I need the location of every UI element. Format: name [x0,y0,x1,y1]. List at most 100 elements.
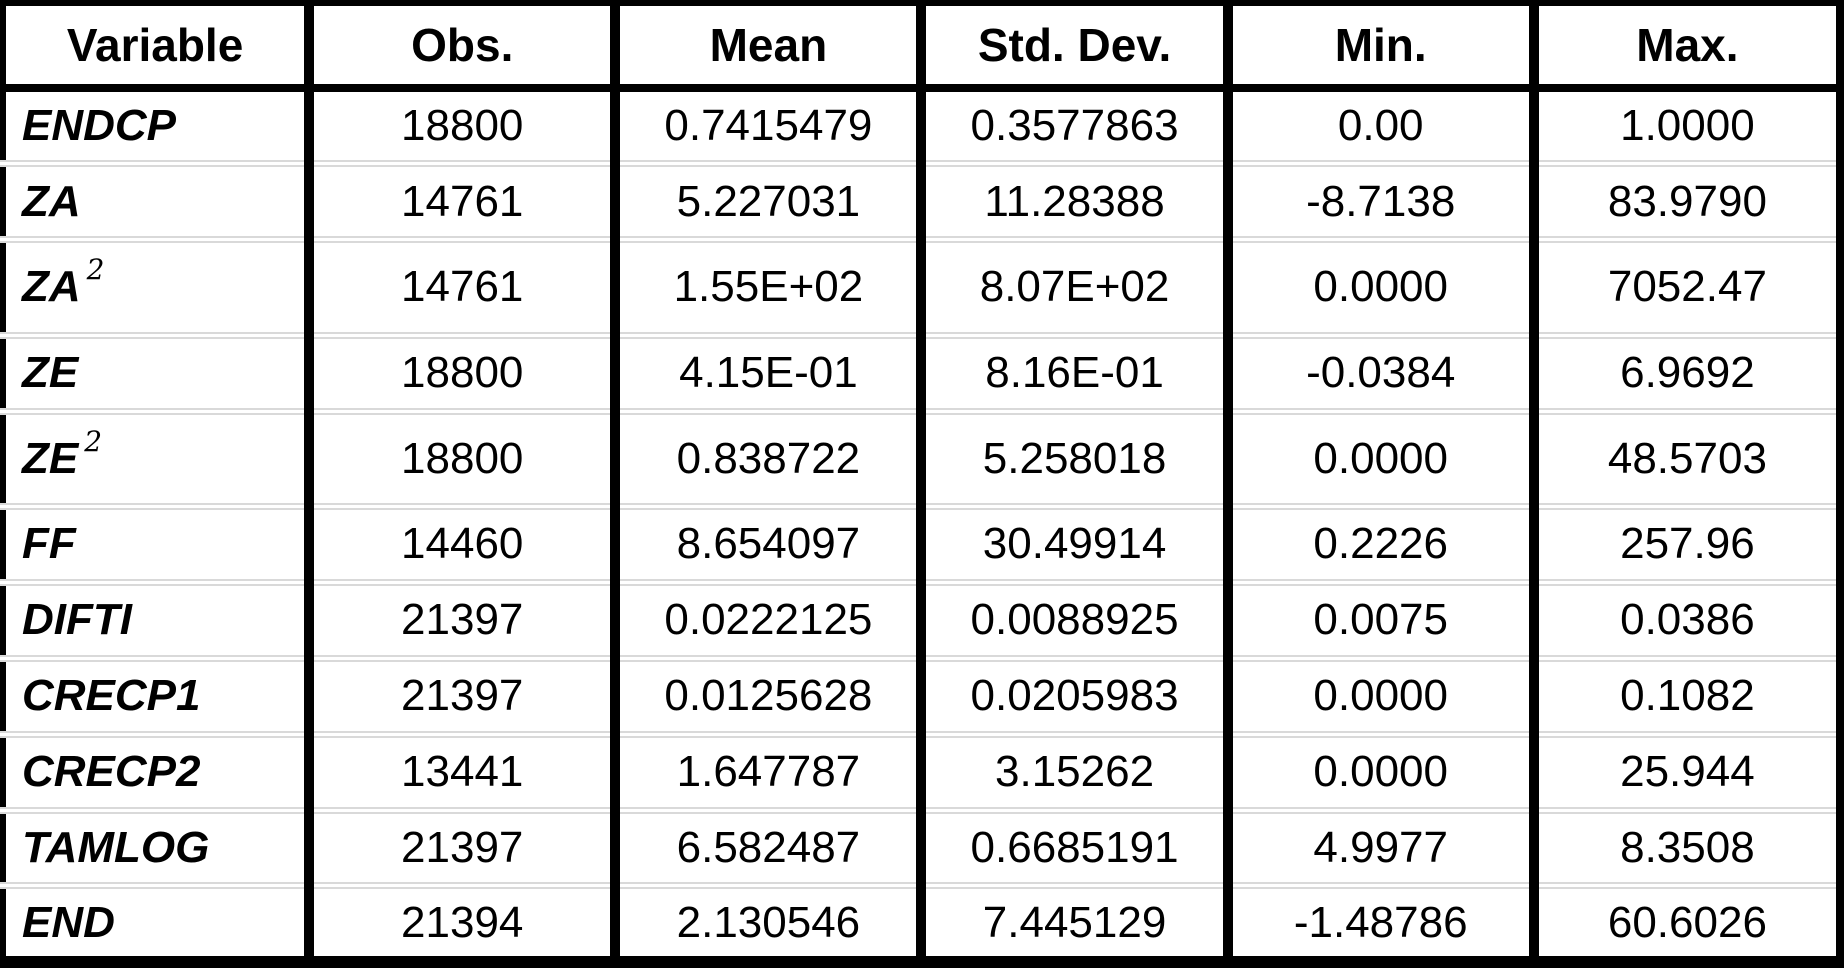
cell-std-dev: 5.258018 [916,407,1228,507]
table-row: ZE 2 18800 0.838722 5.258018 0.0000 48.57… [3,407,1840,507]
cell-mean: 0.838722 [610,407,922,507]
cell-min: 0.00 [1222,88,1534,164]
table-row: TAMLOG 21397 6.582487 0.6685191 4.9977 8… [3,806,1840,886]
table-row: END 21394 2.130546 7.445129 -1.48786 60.… [3,882,1840,962]
table-row: ZA 14761 5.227031 11.28388 -8.7138 83.97… [3,160,1840,240]
column-header-max: Max. [1528,3,1840,92]
variable-label: ZE [22,348,79,398]
cell-obs: 14460 [304,503,616,583]
cell-max: 60.6026 [1528,882,1840,962]
cell-std-dev: 0.0205983 [916,654,1228,735]
cell-min: 0.0000 [1222,407,1534,507]
cell-obs: 21394 [304,882,616,962]
cell-max: 1.0000 [1528,88,1840,164]
cell-std-dev: 30.49914 [916,503,1228,583]
cell-min: 0.0000 [1222,730,1534,811]
cell-variable: CRECP1 [3,654,310,735]
cell-max: 0.0386 [1528,578,1840,659]
cell-obs: 21397 [304,654,616,735]
cell-variable: ENDCP [3,88,309,164]
cell-variable: ZE 2 [3,407,310,507]
cell-min: 0.0000 [1222,236,1534,336]
cell-std-dev: 0.0088925 [916,578,1228,659]
cell-obs: 21397 [304,578,616,659]
cell-min: 0.2226 [1222,503,1534,583]
column-header-variable: Variable [3,3,310,92]
header-row: Variable Obs. Mean Std. Dev. Min. Max. [3,3,1840,92]
cell-min: 0.0000 [1222,654,1534,735]
cell-max: 0.1082 [1528,654,1840,735]
cell-obs: 21397 [304,806,616,886]
cell-mean: 1.647787 [610,730,922,811]
cell-variable: DIFTI [3,578,310,659]
cell-max: 7052.47 [1528,236,1840,336]
cell-max: 48.5703 [1528,407,1840,507]
variable-label: DIFTI [22,595,132,645]
cell-std-dev: 11.28388 [916,160,1228,240]
cell-min: -0.0384 [1222,331,1534,412]
table-row: ZA 2 14761 1.55E+02 8.07E+02 0.0000 7052.… [3,236,1840,336]
table-row: FF 14460 8.654097 30.49914 0.2226 257.96 [3,503,1840,583]
variable-label: CRECP1 [22,671,201,721]
cell-obs: 18800 [304,331,616,412]
cell-max: 83.9790 [1528,160,1840,240]
cell-mean: 5.227031 [610,160,922,240]
cell-mean: 0.0125628 [610,654,922,735]
cell-min: 4.9977 [1222,806,1534,886]
cell-variable: TAMLOG [3,806,310,886]
cell-variable: ZA 2 [3,236,310,336]
cell-std-dev: 0.6685191 [916,806,1228,886]
variable-label: CRECP2 [22,747,201,797]
cell-variable: CRECP2 [3,730,310,811]
cell-mean: 1.55E+02 [610,236,922,336]
cell-std-dev: 8.16E-01 [916,331,1228,412]
table-body: ENDCP 18800 0.7415479 0.3577863 0.00 1.0… [3,88,1840,962]
variable-superscript: 2 [86,253,105,287]
cell-mean: 6.582487 [610,806,922,886]
cell-min: -1.48786 [1222,882,1534,962]
variable-label: TAMLOG [22,823,210,873]
variable-label: ZA [22,176,81,226]
cell-obs: 18800 [304,88,616,164]
table-row: DIFTI 21397 0.0222125 0.0088925 0.0075 0… [3,578,1840,659]
cell-max: 6.9692 [1528,331,1840,412]
column-header-obs: Obs. [304,3,616,92]
table-row: ENDCP 18800 0.7415479 0.3577863 0.00 1.0… [3,88,1840,164]
cell-std-dev: 3.15262 [916,730,1228,811]
cell-obs: 18800 [304,407,616,507]
cell-max: 257.96 [1528,503,1840,583]
cell-mean: 0.0222125 [610,578,922,659]
cell-mean: 4.15E-01 [610,331,922,412]
column-header-mean: Mean [610,3,922,92]
cell-std-dev: 8.07E+02 [916,236,1228,336]
variable-label: ENDCP [22,101,177,151]
cell-std-dev: 0.3577863 [916,88,1228,164]
variable-label: END [22,897,115,947]
cell-variable: ZE [3,331,310,412]
cell-variable: END [3,882,310,962]
cell-min: -8.7138 [1222,160,1534,240]
cell-mean: 0.7415479 [610,88,922,164]
cell-variable: ZA [3,160,310,240]
variable-superscript: 2 [84,424,103,458]
cell-mean: 8.654097 [610,503,922,583]
cell-obs: 13441 [304,730,616,811]
table-row: ZE 18800 4.15E-01 8.16E-01 -0.0384 6.969… [3,331,1840,412]
table-row: CRECP2 13441 1.647787 3.15262 0.0000 25.… [3,730,1840,811]
cell-std-dev: 7.445129 [916,882,1228,962]
variable-label: ZA [22,262,81,312]
variable-label: FF [22,519,76,569]
column-header-min: Min. [1222,3,1534,92]
table-header: Variable Obs. Mean Std. Dev. Min. Max. [3,3,1840,92]
cell-max: 8.3508 [1528,806,1840,886]
cell-variable: FF [3,503,310,583]
table-row: CRECP1 21397 0.0125628 0.0205983 0.0000 … [3,654,1840,735]
column-header-std-dev: Std. Dev. [916,3,1228,92]
cell-obs: 14761 [304,160,616,240]
variable-label: ZE [22,433,79,483]
cell-max: 25.944 [1528,730,1840,811]
cell-obs: 14761 [304,236,616,336]
cell-mean: 2.130546 [610,882,922,962]
cell-min: 0.0075 [1222,578,1534,659]
